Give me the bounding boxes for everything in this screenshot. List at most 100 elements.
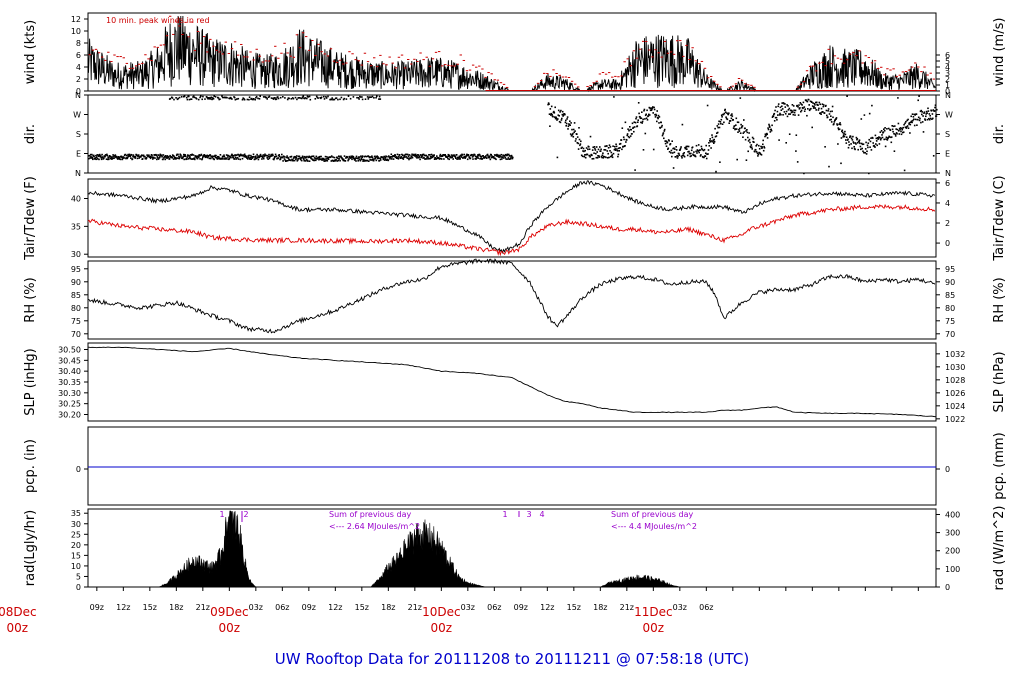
direction-point (164, 155, 166, 158)
direction-point (589, 156, 591, 158)
direction-point (890, 141, 893, 144)
direction-point (663, 130, 666, 132)
direction-point (766, 133, 768, 136)
direction-point (311, 155, 314, 158)
direction-point (673, 151, 676, 154)
direction-point (618, 147, 620, 150)
x-tick-label: 12z (116, 603, 130, 612)
direction-point (312, 159, 314, 161)
direction-point (441, 155, 444, 157)
direction-point (900, 130, 902, 133)
direction-point (323, 158, 326, 160)
direction-point (744, 138, 747, 141)
direction-point (355, 160, 357, 162)
direction-point (597, 148, 600, 151)
direction-point (384, 156, 386, 159)
direction-point (277, 96, 279, 98)
direction-point (553, 110, 555, 113)
x-tick-label: 09z (514, 603, 528, 612)
direction-point (896, 133, 898, 135)
direction-point (107, 156, 109, 159)
direction-point (653, 106, 655, 109)
direction-point (755, 151, 758, 153)
direction-point (199, 158, 201, 160)
direction-point (775, 116, 778, 119)
direction-point (899, 128, 901, 131)
direction-point (106, 154, 109, 157)
direction-point (845, 136, 848, 138)
direction-point (279, 96, 282, 99)
direction-point (349, 97, 352, 100)
direction-point (610, 155, 613, 157)
direction-point (746, 131, 749, 134)
direction-point (342, 98, 345, 101)
direction-point (95, 158, 98, 161)
direction-point (271, 153, 274, 156)
direction-point (364, 98, 367, 100)
direction-point (724, 108, 726, 111)
direction-point (796, 161, 799, 163)
direction-point (906, 126, 908, 128)
x-tick-label: 03z (249, 603, 263, 612)
direction-point (825, 104, 827, 107)
direction-point (306, 155, 308, 158)
direction-point (645, 113, 647, 116)
direction-point (286, 98, 289, 101)
direction-point (932, 155, 935, 157)
direction-point (199, 96, 201, 99)
direction-point (626, 134, 628, 137)
right-tick-label-direction: N (945, 91, 951, 100)
direction-point (226, 158, 228, 160)
direction-point (780, 109, 783, 111)
direction-point (612, 152, 615, 155)
direction-point (652, 148, 655, 151)
direction-point (917, 116, 920, 119)
direction-point (358, 158, 360, 160)
direction-point (112, 157, 115, 160)
direction-point (432, 154, 435, 157)
direction-point (227, 156, 229, 158)
direction-point (90, 155, 92, 158)
direction-point (494, 154, 497, 156)
direction-point (650, 107, 652, 109)
direction-point (347, 159, 349, 162)
direction-point (548, 103, 550, 105)
direction-point (148, 154, 150, 156)
direction-point (766, 137, 769, 139)
direction-point (584, 156, 587, 159)
direction-point (704, 155, 707, 157)
direction-point (921, 113, 923, 116)
direction-point (284, 159, 287, 162)
direction-point (797, 114, 800, 116)
direction-point (288, 97, 290, 100)
direction-point (118, 158, 121, 160)
direction-point (841, 130, 843, 133)
direction-point (352, 96, 355, 98)
left-tick-label-wind: 2 (76, 75, 81, 84)
direction-point (337, 157, 339, 159)
direction-point (98, 158, 100, 161)
direction-point (570, 122, 572, 124)
direction-point (206, 156, 209, 159)
direction-point (827, 110, 829, 112)
direction-point (738, 128, 740, 131)
direction-point (657, 117, 659, 120)
direction-point (374, 157, 377, 160)
direction-point (739, 127, 741, 130)
direction-point (218, 157, 221, 159)
direction-point (439, 155, 441, 157)
direction-point (813, 102, 816, 105)
direction-point (607, 147, 610, 149)
direction-point (320, 97, 322, 100)
direction-point (736, 121, 739, 123)
direction-point (762, 139, 764, 142)
direction-point (267, 96, 270, 98)
direction-point (794, 114, 796, 116)
direction-point (367, 155, 370, 157)
direction-point (233, 96, 236, 99)
direction-point (173, 155, 175, 157)
direction-point (844, 130, 846, 133)
direction-point (852, 135, 854, 138)
direction-point (416, 157, 418, 159)
direction-point (713, 138, 715, 141)
